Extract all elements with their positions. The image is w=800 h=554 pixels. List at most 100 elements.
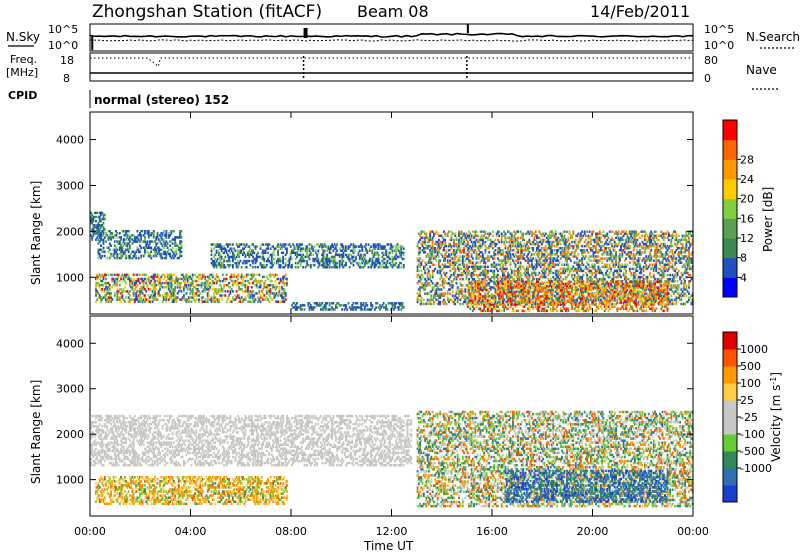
range-cell xyxy=(400,304,403,307)
range-cell xyxy=(566,275,568,279)
range-cell xyxy=(474,230,477,233)
range-cell xyxy=(392,304,395,307)
range-cell xyxy=(211,275,214,279)
range-cell xyxy=(576,275,579,279)
range-cell xyxy=(528,240,531,244)
range-cell xyxy=(196,288,199,291)
range-cell xyxy=(347,247,350,250)
range-cell xyxy=(219,253,222,257)
range-cell xyxy=(257,279,259,283)
range-cell xyxy=(426,292,429,295)
range-cell xyxy=(331,302,334,305)
range-cell xyxy=(566,230,568,233)
range-cell xyxy=(154,246,156,249)
range-cell xyxy=(215,275,218,279)
range-cell xyxy=(223,263,226,267)
range-cell xyxy=(587,234,590,238)
range-cell xyxy=(597,261,600,264)
range-cell xyxy=(602,265,605,269)
range-cell xyxy=(248,249,251,252)
range-cell xyxy=(100,248,102,252)
range-cell xyxy=(198,283,200,287)
range-cell xyxy=(591,302,594,306)
range-cell xyxy=(132,277,135,281)
range-cell xyxy=(608,271,611,275)
range-cell xyxy=(483,257,486,260)
range-cell xyxy=(165,240,168,243)
range-cell xyxy=(142,281,145,285)
range-cell xyxy=(213,288,215,291)
range-cell xyxy=(112,277,115,281)
range-cell xyxy=(112,279,115,283)
range-cell xyxy=(576,271,579,275)
range-cell xyxy=(174,236,177,239)
range-cell xyxy=(172,288,175,291)
range-cell xyxy=(103,288,106,291)
range-cell xyxy=(113,292,116,295)
range-cell xyxy=(355,255,357,259)
range-cell xyxy=(121,246,124,249)
range-cell xyxy=(277,257,280,261)
range-cell xyxy=(623,232,626,235)
range-cell xyxy=(156,275,159,279)
range-cell xyxy=(98,236,101,239)
range-cell xyxy=(221,247,224,250)
range-cell xyxy=(361,308,364,311)
range-cell xyxy=(154,252,156,256)
range-cell xyxy=(360,245,362,248)
range-cell xyxy=(239,288,242,291)
range-cell xyxy=(510,286,513,289)
range-cell xyxy=(450,257,453,260)
range-cell xyxy=(528,263,531,266)
range-cell xyxy=(436,253,439,256)
range-cell xyxy=(455,236,458,240)
range-cell xyxy=(299,308,302,311)
range-cell xyxy=(313,259,316,263)
range-cell xyxy=(577,273,580,277)
range-cell xyxy=(362,255,365,259)
range-cell xyxy=(460,271,463,275)
range-cell xyxy=(234,279,237,283)
range-cell xyxy=(551,251,553,254)
range-cell xyxy=(167,234,170,237)
range-cell xyxy=(608,253,611,256)
range-cell xyxy=(598,269,601,273)
range-cell xyxy=(505,261,508,264)
range-cell xyxy=(282,259,285,263)
range-cell xyxy=(352,243,355,246)
range-cell xyxy=(626,242,629,246)
range-cell xyxy=(497,277,499,281)
range-cell xyxy=(296,251,298,255)
range-cell xyxy=(262,298,264,301)
range-cell xyxy=(508,230,511,233)
range-cell xyxy=(216,279,219,283)
range-cell xyxy=(466,300,469,304)
range-cell xyxy=(394,249,396,252)
range-cell xyxy=(440,269,443,273)
range-cell xyxy=(165,298,168,301)
range-cell xyxy=(321,259,324,263)
range-cell xyxy=(597,290,600,293)
range-cell xyxy=(172,229,175,233)
range-cell xyxy=(146,232,149,235)
range-cell xyxy=(455,275,458,279)
range-cell xyxy=(603,286,606,289)
range-cell xyxy=(494,238,497,242)
range-cell xyxy=(262,251,264,255)
range-cell xyxy=(515,238,518,242)
range-cell xyxy=(333,247,336,250)
range-cell xyxy=(444,232,447,235)
range-cell xyxy=(595,302,597,306)
range-cell xyxy=(319,259,322,263)
range-cell xyxy=(523,267,526,271)
range-cell xyxy=(277,294,280,297)
range-cell xyxy=(543,259,546,262)
range-cell xyxy=(559,267,562,271)
range-cell xyxy=(323,304,326,307)
range-cell xyxy=(240,251,243,255)
range-cell xyxy=(279,294,282,297)
range-cell xyxy=(486,246,489,250)
range-cell xyxy=(455,251,458,254)
range-cell xyxy=(180,277,183,281)
range-cell xyxy=(608,257,611,260)
